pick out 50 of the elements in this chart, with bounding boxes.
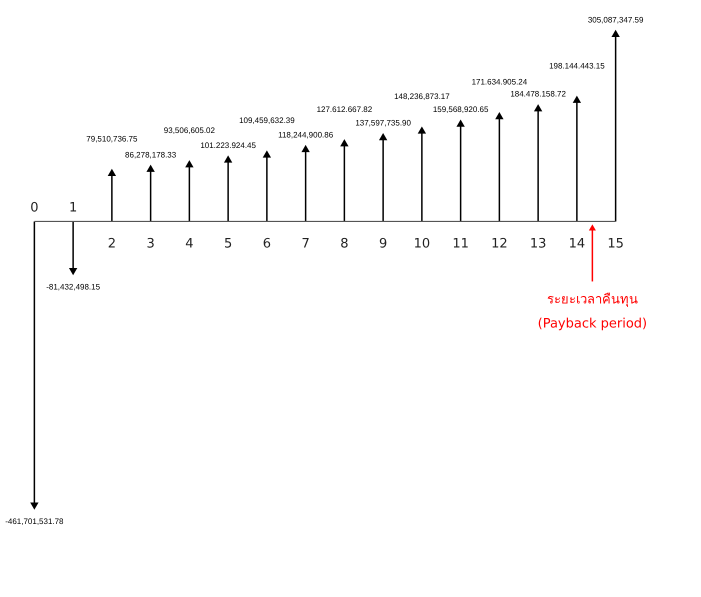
data-label: 79,510,736.75 (86, 134, 138, 144)
point (108, 168, 116, 176)
point (534, 104, 542, 112)
data-label: 93,506,605.02 (164, 126, 216, 135)
point (611, 30, 620, 37)
data-label: 159,568,920.65 (432, 105, 489, 114)
data-label: 148,236,873.17 (394, 92, 450, 102)
point (301, 144, 310, 152)
x-tick-label: 15 (607, 236, 624, 252)
annotation: (Payback period) (538, 316, 648, 332)
x-tick-label: 3 (146, 236, 155, 252)
point (185, 160, 194, 168)
point (146, 164, 155, 172)
x-tick-label: 7 (301, 236, 310, 252)
x-tick-label: 12 (491, 236, 508, 252)
x-tick-label: 10 (414, 236, 430, 252)
data-label: 86,278,178.33 (125, 150, 177, 160)
point (572, 96, 582, 103)
point (224, 155, 232, 163)
data-label: 118,244,900.86 (278, 130, 334, 140)
point (495, 112, 504, 120)
point (340, 139, 349, 146)
x-tick-label: 6 (262, 236, 272, 252)
x-tick-label: 2 (108, 236, 116, 252)
annotation: ระยะเวลาคืนทุน (546, 291, 638, 308)
point (262, 150, 272, 158)
data-label: 305,087,347.59 (588, 15, 644, 24)
data-label: 137,597,735.90 (355, 118, 412, 128)
x-tick-label: 0 (30, 200, 39, 216)
x-tick-label: 11 (452, 236, 469, 252)
x-tick-label: 9 (378, 236, 388, 252)
data-label: 198.144.443.15 (549, 61, 606, 70)
data-label: 101.223.924.45 (200, 141, 256, 150)
data-label: -461,701,531.78 (5, 517, 64, 526)
x-tick-label: 1 (68, 200, 78, 216)
point (30, 502, 39, 510)
data-label: 171.634.905.24 (472, 78, 528, 87)
point (378, 133, 388, 140)
x-tick-label: 13 (530, 236, 546, 252)
data-label: 127.612.667.82 (316, 104, 373, 114)
x-tick-label: 5 (224, 236, 232, 252)
point (456, 119, 465, 127)
data-label: -81,432,498.15 (46, 282, 101, 292)
x-tick-label: 8 (340, 236, 349, 252)
data-label: 109,459,632.39 (239, 116, 296, 125)
x-tick-label: 4 (185, 236, 194, 252)
point (418, 126, 426, 134)
x-tick-label: 14 (568, 236, 586, 252)
data-label: 184.478.158.72 (510, 90, 566, 99)
point (68, 268, 78, 276)
